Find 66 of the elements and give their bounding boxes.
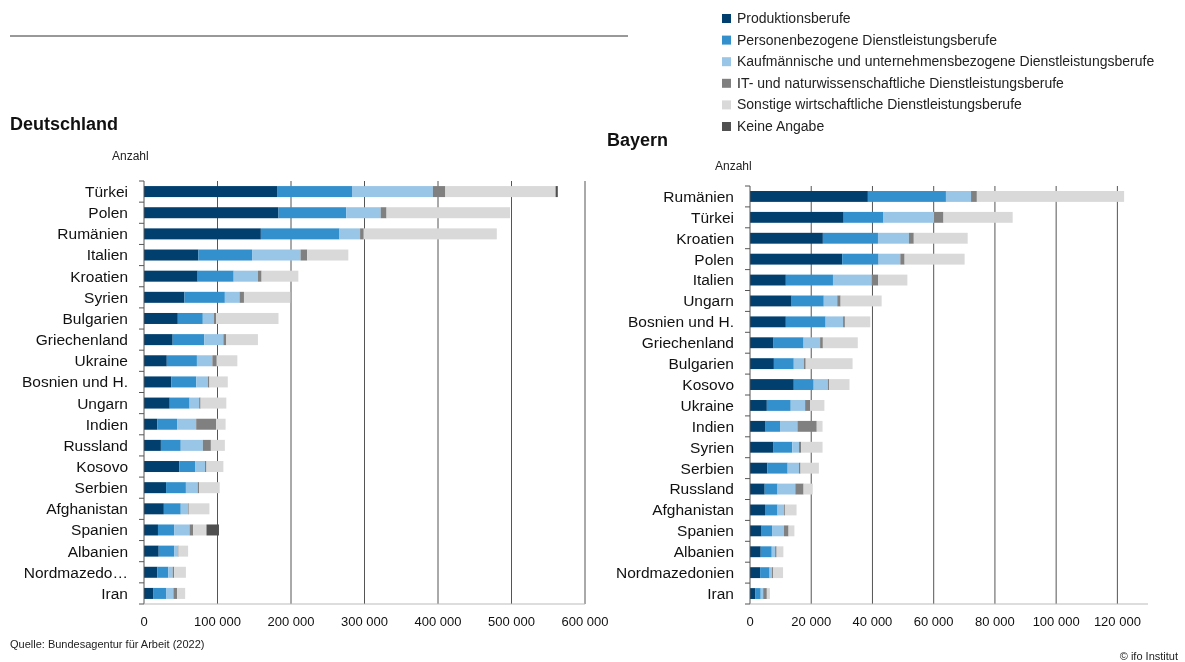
source-note: Quelle: Bundesagentur für Arbeit (2022)	[10, 638, 205, 650]
legend-label: Produktionsberufe	[737, 10, 851, 26]
x-tick-label: 60 000	[913, 614, 954, 629]
y-tick-label: Kroatien	[70, 267, 128, 285]
y-tick-label: Kroatien	[676, 229, 734, 247]
chart-title: Bayern	[607, 130, 669, 150]
y-tick-label: Rumänien	[663, 187, 734, 205]
x-tick-label: 40 000	[852, 614, 893, 629]
y-tick-label: Russland	[669, 480, 734, 498]
y-tick-label: Russland	[63, 436, 128, 454]
legend-label: Keine Angabe	[737, 118, 825, 134]
y-tick-label: Bosnien und H.	[628, 313, 734, 331]
y-tick-label: Griechenland	[641, 334, 734, 352]
y-tick-label: Italien	[86, 246, 128, 264]
text: © ifo Institut	[1119, 650, 1178, 662]
y-tick-label: Nordmazedo…	[23, 563, 128, 581]
y-tick-label: Polen	[88, 204, 128, 222]
y-tick-label: Ungarn	[77, 394, 128, 412]
x-tick-label: 400 000	[414, 614, 462, 629]
legend-label: Sonstige wirtschaftliche Dienstleistungsberufe	[737, 96, 1023, 113]
y-tick-label: Bulgarien	[62, 309, 128, 327]
y-tick-label: Spanien	[677, 522, 734, 540]
y-tick-label: Bosnien und H.	[22, 373, 128, 391]
y-tick-label: Griechenland	[35, 331, 128, 349]
y-tick-label: Albanien	[67, 542, 128, 560]
y-tick-label: Indien	[85, 415, 128, 433]
x-axis-title: Anzahl	[715, 159, 752, 173]
y-tick-label: Ukraine	[74, 352, 128, 370]
x-axis-title: Anzahl	[112, 149, 149, 163]
x-tick-label: 120 000	[1093, 614, 1141, 629]
chart-title: Deutschland	[10, 114, 119, 134]
x-tick-label: 300 000	[341, 614, 388, 629]
x-tick-label: 100 000	[1032, 614, 1080, 629]
y-tick-label: Italien	[692, 271, 734, 289]
x-tick-label: 100 000	[194, 614, 241, 629]
y-tick-label: Albanien	[673, 543, 734, 561]
x-tick-label: 20 000	[791, 614, 832, 629]
legend-label: IT- und naturwissenschaftliche Dienstleistungsberufe	[737, 74, 1065, 91]
y-tick-label: Syrien	[690, 438, 734, 456]
y-tick-label: Serbien	[680, 459, 734, 477]
y-tick-label: Kosovo	[682, 375, 734, 393]
y-tick-label: Syrien	[84, 288, 128, 306]
x-tick-label: 0	[746, 614, 754, 629]
y-tick-label: Türkei	[690, 208, 734, 226]
legend-label: Kaufmännische und unternehmensbezogene Dienstleistungsberufe	[737, 53, 1155, 70]
y-tick-label: Ungarn	[683, 292, 734, 310]
y-tick-label: Ukraine	[680, 396, 734, 414]
y-tick-label: Spanien	[71, 521, 128, 539]
x-tick-label: 80 000	[975, 614, 1015, 629]
y-tick-label: Indien	[691, 417, 734, 435]
y-tick-label: Iran	[101, 584, 128, 602]
y-tick-label: Rumänien	[57, 225, 128, 243]
y-tick-label: Afghanistan	[46, 500, 128, 518]
x-tick-label: 0	[140, 614, 148, 629]
y-tick-label: Polen	[694, 250, 734, 268]
legend-label: Personenbezogene Dienstleistungsberufe	[737, 31, 998, 48]
y-tick-label: Serbien	[74, 479, 128, 497]
y-tick-label: Kosovo	[76, 457, 128, 475]
y-tick-label: Bulgarien	[668, 355, 734, 373]
x-tick-label: 500 000	[488, 614, 535, 629]
x-tick-label: 200 000	[267, 614, 315, 629]
y-tick-label: Afghanistan	[652, 501, 734, 519]
y-tick-label: Nordmazedonien	[615, 564, 734, 582]
y-tick-label: Iran	[707, 584, 734, 602]
y-tick-label: Türkei	[84, 183, 128, 200]
x-tick-label: 600 000	[561, 614, 609, 629]
